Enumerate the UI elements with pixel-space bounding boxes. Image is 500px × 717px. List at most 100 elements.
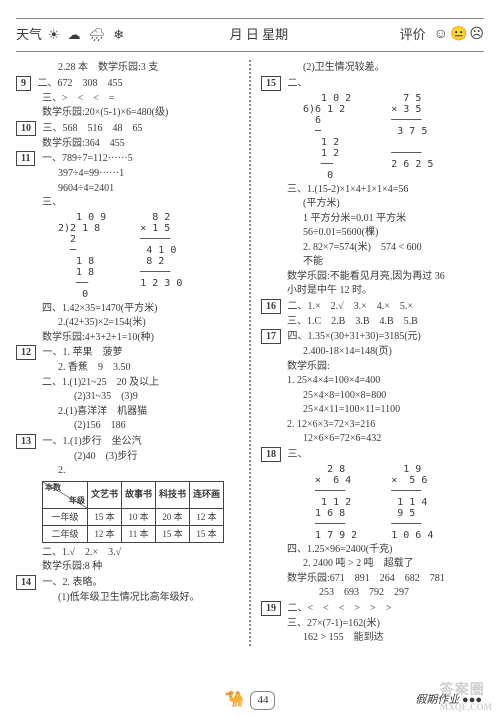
- text-line: 数学乐园:4+3+2+1=10(种): [16, 331, 239, 345]
- long-division: 1 0 2 6)6 1 2 6 ─ 1 2 1 2 ── 0: [303, 93, 351, 181]
- table-diag-header: 本数 年级: [43, 481, 88, 508]
- text-line: 数学乐园:671 891 264 682 781: [261, 572, 484, 586]
- page: 天气 ☀ ☁ 🌧 ❄ 月 日 星期 评价 ☺ 😐 ☹ 2.28 本 数学乐园:3…: [0, 0, 500, 717]
- text-line: 397÷4=99······1: [16, 167, 239, 181]
- text-line: 162 > 155 能到达: [261, 631, 484, 645]
- text-line: 56÷0.01=5600(棵): [261, 226, 484, 240]
- text-line: 25×4×8=100×8=800: [261, 389, 484, 403]
- snow-icon: ❄: [113, 26, 124, 44]
- text-line: 二、1.× 2.√ 3.× 4.× 5.×: [288, 301, 414, 312]
- text-line: 一、789÷7=112······5: [42, 153, 133, 164]
- text-line: 一、1.(1)步行 坐公汽: [43, 436, 142, 447]
- text-line: 二、: [288, 78, 308, 89]
- text-line: 四、1.35×(30+31+30)=3185(元): [288, 331, 421, 342]
- section-number: 10: [16, 121, 36, 136]
- table-cell: 12 本: [88, 525, 122, 542]
- page-number: 44: [250, 691, 275, 710]
- multiplication: 2 8 × 6 4 ───── 1 1 2 1 6 8 ───── 1 7 9 …: [303, 464, 357, 541]
- text-line: 三、> < < =: [16, 92, 239, 106]
- text-line: 三、: [16, 196, 239, 210]
- table-header: 文艺书: [88, 481, 122, 508]
- section-number: 11: [16, 151, 35, 166]
- multiplication: 8 2 × 1 5 ───── 4 1 0 8 2 ───── 1 2 3 0: [128, 212, 182, 300]
- footer: 🐪 44 假期作业 ●●●: [0, 689, 500, 711]
- text-line: 数学乐园:: [261, 360, 484, 374]
- section-number: 9: [16, 76, 31, 91]
- text-line: 三、27×(7-1)=162(米): [261, 617, 484, 631]
- section-17: 17 四、1.35×(30+31+30)=3185(元): [261, 329, 484, 344]
- multiplication: 7 5 × 3 5 ───── 3 7 5 ───── 2 6 2 5: [373, 93, 433, 181]
- section-14: 14 一、2. 表略。: [16, 575, 239, 590]
- text-line: 2. 香蕉 9 3.50: [16, 361, 239, 375]
- section-12: 12 一、1. 苹果 菠萝: [16, 345, 239, 360]
- left-column: 2.28 本 数学乐园:3 支 9 二、672 308 455 三、> < < …: [16, 60, 239, 646]
- math-work: 1 0 9 2)2 1 8 2 ─ 1 8 1 8 ── 0 8 2 × 1 5…: [16, 212, 239, 300]
- text-line: 2. 2400 吨 > 2 吨 超载了: [261, 557, 484, 571]
- text-line: (1)低年级卫生情况比高年级好。: [16, 591, 239, 605]
- rain-icon: 🌧: [89, 26, 106, 44]
- table-header: 故事书: [122, 481, 156, 508]
- section-number: 13: [16, 434, 36, 449]
- text-line: (2)40 (3)步行: [16, 450, 239, 464]
- section-number: 19: [261, 601, 281, 616]
- weather-icons: ☀ ☁ 🌧 ❄: [48, 26, 124, 44]
- table-cell: 一年级: [43, 508, 88, 525]
- section-15: 15 二、: [261, 76, 484, 91]
- text-line: 三、1.(15-2)×1×4+1×1×4=56: [261, 183, 484, 197]
- table-row: 二年级 12 本 11 本 15 本 15 本: [43, 525, 224, 542]
- text-line: 2.28 本 数学乐园:3 支: [16, 61, 239, 75]
- cloud-icon: ☁: [68, 26, 81, 44]
- section-number: 17: [261, 329, 281, 344]
- face-happy-icon: ☺: [434, 26, 448, 45]
- table-header: 连环画: [190, 481, 224, 508]
- weather-label: 天气: [16, 26, 42, 44]
- section-16: 16 二、1.× 2.√ 3.× 4.× 5.×: [261, 299, 484, 314]
- text-line: 二、1.(1)21~25 20 及以上: [16, 376, 239, 390]
- table-row: 一年级 15 本 10 本 20 本 12 本: [43, 508, 224, 525]
- watermark-main: 答案圈: [440, 683, 485, 698]
- table-cell: 12 本: [190, 508, 224, 525]
- content-columns: 2.28 本 数学乐园:3 支 9 二、672 308 455 三、> < < …: [16, 60, 484, 646]
- text-line: 不能: [261, 255, 484, 269]
- table-header: 科技书: [156, 481, 190, 508]
- table-cell: 二年级: [43, 525, 88, 542]
- long-division: 1 0 9 2)2 1 8 2 ─ 1 8 1 8 ── 0: [58, 212, 106, 300]
- section-13: 13 一、1.(1)步行 坐公汽: [16, 434, 239, 449]
- text-line: 数学乐园:8 种: [16, 560, 239, 574]
- section-9: 9 二、672 308 455: [16, 76, 239, 91]
- watermark: 答案圈 MXQE.COM: [440, 682, 492, 713]
- text-line: (2)156 186: [16, 419, 239, 433]
- text-line: 2.(42+35)×2=154(米): [16, 316, 239, 330]
- text-line: 三、568 516 48 65: [43, 123, 143, 134]
- multiplication: 1 9 × 5 6 ───── 1 1 4 9 5 ───── 1 0 6 4: [379, 464, 433, 541]
- text-line: 2.(1)喜洋洋 机器猫: [16, 405, 239, 419]
- column-divider: [249, 60, 251, 646]
- section-18: 18 三、: [261, 447, 484, 462]
- text-line: 2.400-18×14=148(页): [261, 345, 484, 359]
- text-line: 二、< < < > > >: [288, 603, 392, 614]
- header-bar: 天气 ☀ ☁ 🌧 ❄ 月 日 星期 评价 ☺ 😐 ☹: [16, 18, 484, 52]
- text-line: 四、1.25×96=2400(千克): [261, 543, 484, 557]
- text-line: 小时是中午 12 时。: [261, 284, 484, 298]
- text-line: 数学乐园:不能看见月亮,因为再过 36: [261, 270, 484, 284]
- text-line: 数学乐园:364 455: [16, 137, 239, 151]
- text-line: 253 693 792 297: [261, 586, 484, 600]
- text-line: 2. 12×6×3=72×3=216: [261, 418, 484, 432]
- text-line: (平方米): [261, 197, 484, 211]
- text-line: 三、1.C 2.B 3.B 4.B 5.B: [261, 315, 484, 329]
- table-cell: 15 本: [156, 525, 190, 542]
- text-line: 9604÷4=2401: [16, 182, 239, 196]
- date-label: 月 日 星期: [230, 26, 289, 44]
- math-work: 2 8 × 6 4 ───── 1 1 2 1 6 8 ───── 1 7 9 …: [261, 464, 484, 541]
- table-cell: 15 本: [190, 525, 224, 542]
- text-line: 二、672 308 455: [38, 78, 123, 89]
- text-line: 一、2. 表略。: [43, 577, 103, 588]
- text-line: 25×4×11=100×11=1100: [261, 403, 484, 417]
- right-column: (2)卫生情况较差。 15 二、 1 0 2 6)6 1 2 6 ─ 1 2 1…: [261, 60, 484, 646]
- text-line: (2)卫生情况较差。: [261, 61, 484, 75]
- section-number: 18: [261, 447, 281, 462]
- face-neutral-icon: 😐: [450, 26, 467, 45]
- section-10: 10 三、568 516 48 65: [16, 121, 239, 136]
- section-19: 19 二、< < < > > >: [261, 601, 484, 616]
- sun-icon: ☀: [48, 26, 60, 44]
